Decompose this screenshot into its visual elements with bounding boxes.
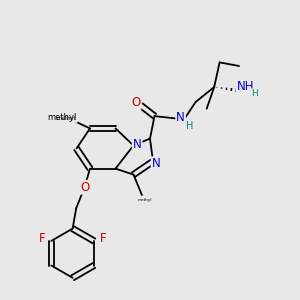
Text: H: H	[251, 89, 258, 98]
Text: methyl: methyl	[48, 113, 77, 122]
Text: F: F	[100, 232, 107, 245]
Text: N: N	[152, 157, 160, 170]
Text: methyl: methyl	[57, 116, 76, 121]
Text: methyl: methyl	[138, 197, 152, 202]
Text: N: N	[176, 111, 185, 124]
Text: N: N	[133, 137, 142, 151]
Text: F: F	[38, 232, 45, 245]
Text: O: O	[131, 96, 140, 109]
Text: NH: NH	[237, 80, 254, 94]
Text: H: H	[186, 121, 193, 131]
Text: O: O	[80, 181, 89, 194]
